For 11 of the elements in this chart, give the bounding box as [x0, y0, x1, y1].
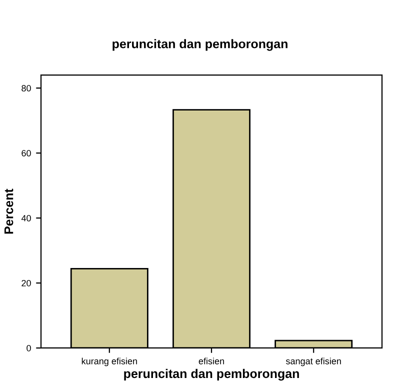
y-tick-label: 20 — [22, 280, 31, 286]
chart-title: peruncitan dan pemborongan — [112, 39, 288, 51]
y-tick-label: 40 — [21, 214, 31, 222]
x-tick-label: kurang efisien — [82, 358, 137, 366]
y-axis-title: Percent — [4, 188, 14, 234]
x-tick-label: sangat efisien — [286, 358, 341, 366]
y-tick-label: 0 — [26, 344, 31, 352]
y-tick-label: 80 — [22, 85, 31, 92]
x-axis-title: peruncitan dan pemborongan — [124, 368, 299, 381]
x-tick-label: efisien — [198, 358, 224, 364]
y-tick-label: 60 — [22, 150, 31, 156]
